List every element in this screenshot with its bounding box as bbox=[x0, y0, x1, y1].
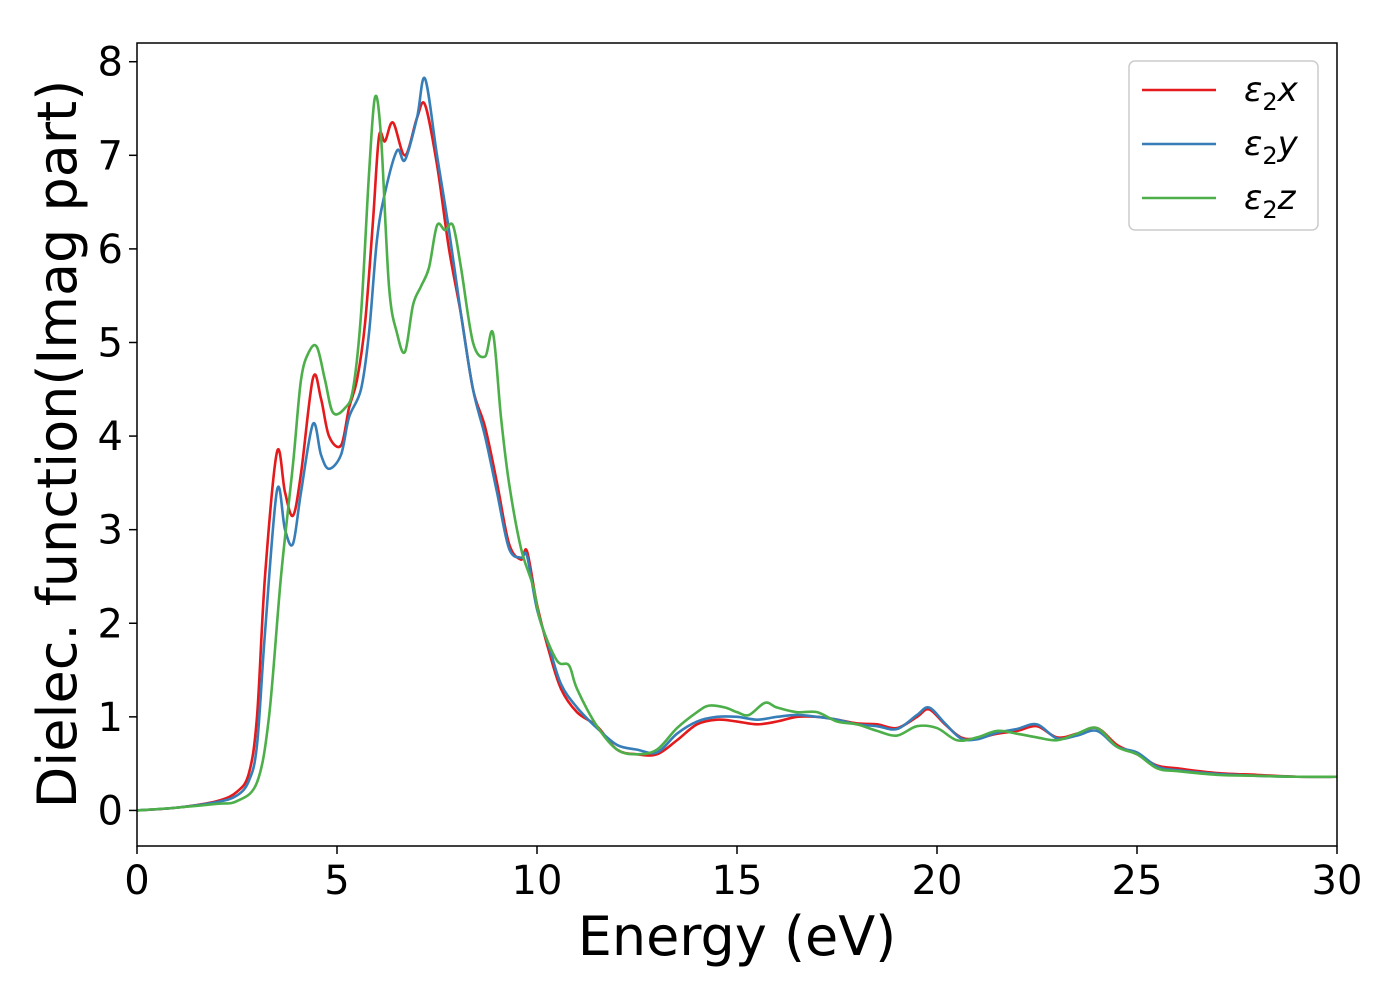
x-axis-title: Energy (eV) bbox=[578, 905, 897, 968]
legend-label-x: ε2x bbox=[1244, 70, 1299, 116]
y-tick-label: 7 bbox=[98, 133, 123, 179]
legend-label-z: ε2z bbox=[1244, 178, 1297, 224]
x-tick-label: 0 bbox=[124, 858, 149, 904]
y-tick-label: 2 bbox=[98, 601, 123, 647]
y-tick-label: 5 bbox=[98, 320, 123, 366]
y-tick-label: 8 bbox=[98, 40, 123, 86]
y-tick-label: 0 bbox=[98, 788, 123, 834]
y-tick-label: 1 bbox=[98, 695, 123, 741]
series-line-z bbox=[136, 94, 1338, 812]
legend-label-y: ε2y bbox=[1244, 124, 1299, 170]
legend-box bbox=[1128, 60, 1319, 231]
y-tick-label: 3 bbox=[98, 508, 123, 554]
x-tick-label: 5 bbox=[324, 858, 349, 904]
series-line-y bbox=[136, 76, 1338, 812]
y-tick-label: 4 bbox=[98, 414, 123, 460]
y-tick-label: 6 bbox=[98, 227, 123, 273]
x-tick-label: 20 bbox=[912, 858, 963, 904]
x-tick-label: 30 bbox=[1312, 858, 1363, 904]
y-axis-title: Dielec. function(Imag part) bbox=[26, 80, 89, 809]
x-tick-label: 15 bbox=[712, 858, 763, 904]
legend: ε2x ε2y ε2z bbox=[1128, 60, 1319, 231]
y-axis: 0 1 2 3 4 5 6 7 8 bbox=[98, 40, 137, 834]
x-tick-label: 25 bbox=[1112, 858, 1163, 904]
x-axis: 0 5 10 15 20 25 30 bbox=[124, 846, 1362, 904]
x-tick-label: 10 bbox=[512, 858, 563, 904]
series-layer bbox=[136, 76, 1338, 812]
